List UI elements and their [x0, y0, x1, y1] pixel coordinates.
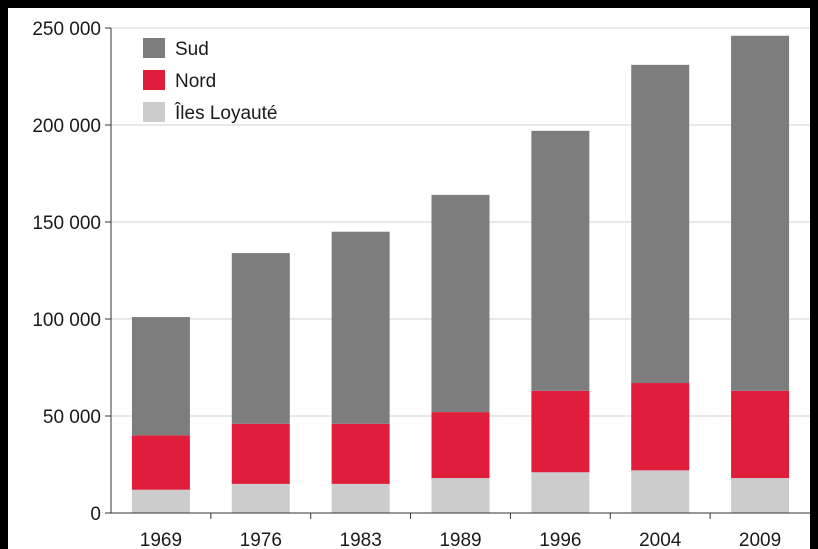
axes: 0 50 000 100 000 150 000 200 000 250 000 1969 1… [32, 19, 810, 549]
legend-swatch-nord [143, 70, 165, 90]
bar-nord [331, 423, 390, 484]
x-tick-label: 2009 [739, 530, 781, 549]
y-tick-label: 200 000 [32, 116, 101, 137]
bar-sud [331, 231, 390, 424]
x-tick-label: 1976 [240, 530, 282, 549]
x-tick-label: 1989 [439, 530, 481, 549]
legend: Sud Nord Îles Loyauté [143, 38, 277, 124]
x-tick-label: 2004 [639, 530, 682, 549]
y-tick-label: 150 000 [32, 213, 101, 234]
bar-nord [531, 390, 590, 473]
legend-swatch-sud [143, 38, 165, 58]
bar-iles-loyaute [331, 483, 390, 513]
bar-nord [631, 383, 690, 471]
y-tick-label: 250 000 [32, 19, 101, 40]
bars [131, 35, 790, 513]
bar-iles-loyaute [231, 483, 290, 513]
bar-iles-loyaute [631, 470, 690, 513]
legend-label-sud: Sud [175, 39, 209, 60]
bar-nord [731, 390, 790, 479]
y-tick-label: 0 [90, 504, 101, 525]
bar-sud [231, 253, 290, 424]
y-tick-label: 50 000 [43, 407, 101, 428]
legend-swatch-iles-loyaute [143, 102, 165, 122]
bar-iles-loyaute [731, 478, 790, 513]
bar-sud [631, 64, 690, 384]
bar-sud [731, 35, 790, 391]
x-tick-label: 1983 [340, 530, 382, 549]
bar-iles-loyaute [531, 472, 590, 513]
bar-nord [431, 412, 490, 479]
bar-sud [531, 130, 590, 391]
x-tick-label: 1969 [140, 530, 182, 549]
bar-sud [131, 317, 190, 436]
chart-frame: 0 50 000 100 000 150 000 200 000 250 000 1969 1… [8, 8, 810, 549]
x-tick-label: 1996 [539, 530, 581, 549]
bar-iles-loyaute [431, 478, 490, 513]
bar-nord [231, 423, 290, 484]
bar-iles-loyaute [131, 489, 190, 513]
stacked-bar-chart: 0 50 000 100 000 150 000 200 000 250 000 1969 1… [32, 19, 810, 549]
bar-nord [131, 435, 190, 490]
legend-label-nord: Nord [175, 71, 216, 92]
legend-label-iles-loyaute: Îles Loyauté [174, 102, 277, 124]
bar-sud [431, 194, 490, 413]
y-tick-label: 100 000 [32, 310, 101, 331]
